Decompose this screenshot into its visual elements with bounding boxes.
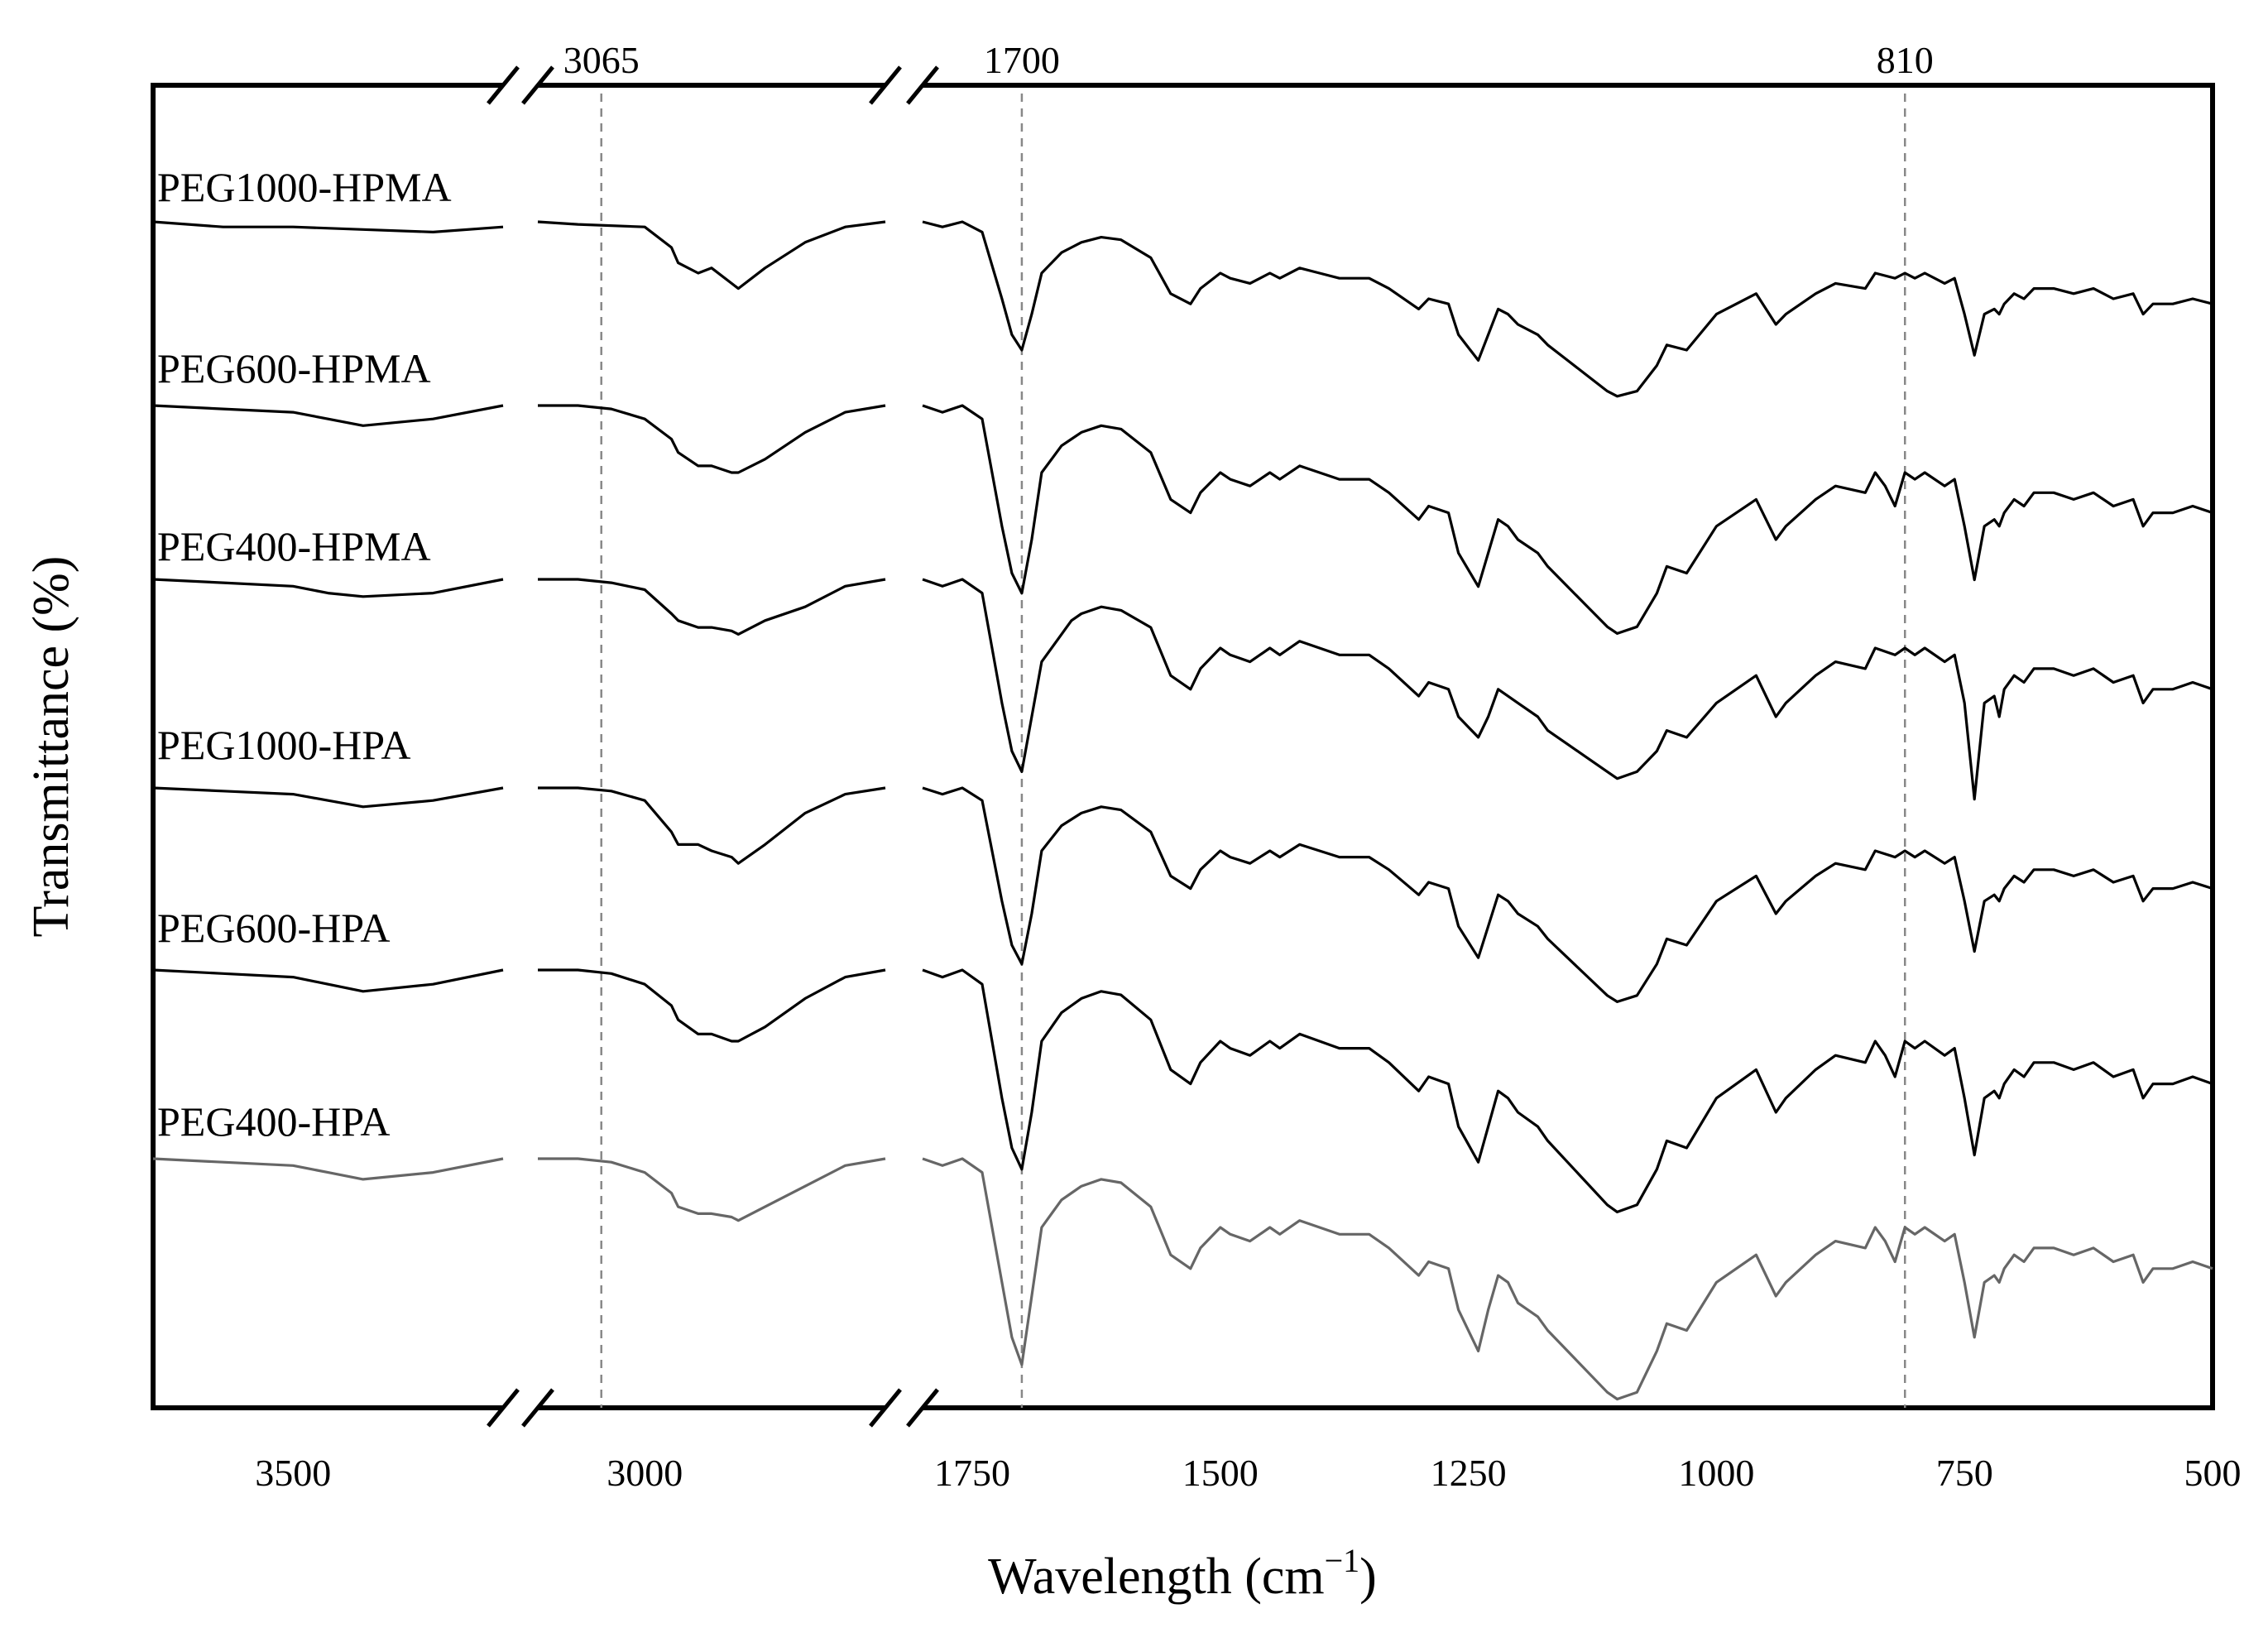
series-line-PEG400-HPA-segment-1 [538,1157,886,1222]
series-line-PEG400-HPMA-segment-1 [538,578,886,636]
ref-label-810: 810 [1877,39,1934,81]
x-tick-label-500: 500 [2184,1452,2242,1494]
series-PEG1000-HPA [152,786,2213,1003]
series-label-PEG400-HPMA: PEG400-HPMA [157,523,431,569]
series-line-PEG400-HPMA-segment-0 [152,578,504,598]
series-line-PEG1000-HPMA-segment-2 [922,220,2213,398]
series-line-PEG1000-HPA-segment-1 [538,786,886,865]
x-axis-title: Wavelength (cm−1) [988,1542,1377,1605]
series-label-PEG1000-HPA: PEG1000-HPA [157,722,411,768]
series-PEG600-HPA [152,968,2213,1213]
series-line-PEG600-HPMA-segment-2 [922,404,2213,635]
reference-lines [600,94,1906,1408]
series-line-PEG1000-HPA-segment-0 [152,786,504,809]
series-PEG400-HPMA [152,578,2213,801]
series-label-PEG600-HPA: PEG600-HPA [157,905,391,951]
axis-break-slash-0-1-0 [487,1388,520,1428]
x-axis-title-close: ) [1359,1549,1377,1605]
axis-break-gap-0-0 [503,79,538,92]
series-group [152,220,2213,1401]
axis-break-gap-0-1 [503,1401,538,1414]
reference-labels: 3065 1700 810 [563,39,1934,81]
plot-frame [151,83,2215,1410]
x-tick-label-1500: 1500 [1182,1452,1259,1494]
ref-label-1700: 1700 [984,39,1060,81]
series-line-PEG400-HPA-segment-2 [922,1157,2213,1401]
series-line-PEG400-HPMA-segment-2 [922,578,2213,801]
series-labels: PEG1000-HPMA PEG600-HPMA PEG400-HPMA PEG100… [157,164,452,1145]
x-axis-title-text: Wavelength (cm [988,1549,1324,1605]
series-line-PEG600-HPMA-segment-1 [538,404,886,474]
series-line-PEG1000-HPMA-segment-0 [152,220,504,233]
axis-break-slash-0-0-1 [521,65,554,105]
x-tick-label-1250: 1250 [1431,1452,1507,1494]
series-label-PEG1000-HPMA: PEG1000-HPMA [157,164,452,210]
axis-break-gap-1-1 [885,1401,923,1414]
series-line-PEG600-HPA-segment-1 [538,968,886,1043]
series-PEG600-HPMA [152,404,2213,635]
axis-break-gap-1-0 [885,79,923,92]
series-PEG400-HPA [152,1157,2213,1401]
series-line-PEG600-HPA-segment-2 [922,968,2213,1213]
axis-break-slash-0-1-1 [521,1388,554,1428]
series-line-PEG600-HPMA-segment-0 [152,404,504,427]
axis-break-slash-1-1-0 [869,1388,902,1428]
ref-label-3065: 3065 [563,39,640,81]
series-PEG1000-HPMA [152,220,2213,398]
x-tick-label-3500: 3500 [255,1452,331,1494]
series-line-PEG1000-HPA-segment-2 [922,786,2213,1003]
y-axis-title: Transmittance (%) [23,556,79,938]
series-line-PEG600-HPA-segment-0 [152,968,504,993]
axis-break-slash-1-0-0 [869,65,902,105]
series-line-PEG400-HPA-segment-0 [152,1157,504,1181]
series-line-PEG1000-HPMA-segment-1 [537,220,886,291]
x-ticks: 3500 3000 1750 1500 1250 1000 750 500 [255,1452,2241,1494]
x-axis-title-sup: −1 [1325,1542,1360,1579]
axis-break-slash-1-1-1 [906,1388,939,1428]
axis-break-slash-0-0-0 [487,65,520,105]
x-tick-label-3000: 3000 [607,1452,683,1494]
axis-breaks [487,65,939,1428]
x-tick-label-750: 750 [1936,1452,1993,1494]
series-label-PEG400-HPA: PEG400-HPA [157,1098,391,1145]
series-label-PEG600-HPMA: PEG600-HPMA [157,345,431,391]
axis-break-slash-1-0-1 [906,65,939,105]
x-tick-label-1750: 1750 [934,1452,1010,1494]
x-tick-label-1000: 1000 [1678,1452,1754,1494]
